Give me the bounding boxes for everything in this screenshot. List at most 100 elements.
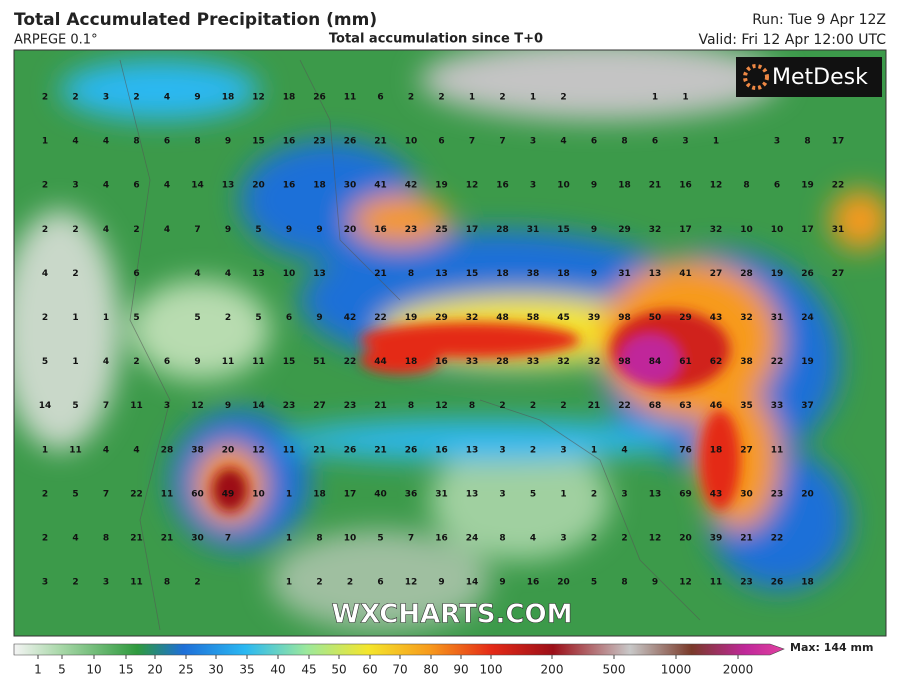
precip-value: 98 — [618, 313, 631, 323]
precip-value: 7 — [194, 225, 200, 235]
precip-value: 76 — [679, 445, 692, 455]
watermark: WXCHARTS.COM — [331, 600, 572, 630]
colorbar-label: 40 — [270, 663, 285, 677]
precip-value: 3 — [560, 445, 566, 455]
precip-value: 33 — [771, 401, 784, 411]
valid: Valid: Fri 12 Apr 12:00 UTC — [698, 32, 886, 48]
precip-value: 15 — [466, 269, 479, 279]
precip-value: 3 — [72, 181, 78, 191]
precip-value: 1 — [72, 313, 78, 323]
precip-value: 1 — [42, 137, 48, 147]
precip-value: 9 — [591, 181, 597, 191]
precip-value: 32 — [649, 225, 662, 235]
precip-value: 16 — [374, 225, 387, 235]
precip-value: 2 — [42, 225, 48, 235]
precip-value: 30 — [344, 181, 357, 191]
precip-value: 6 — [652, 137, 658, 147]
precip-value: 3 — [499, 489, 505, 499]
precip-value: 5 — [591, 578, 597, 588]
precip-value: 10 — [405, 137, 418, 147]
precip-value: 44 — [374, 357, 387, 367]
precip-value: 21 — [374, 137, 387, 147]
precip-value: 45 — [557, 313, 570, 323]
precip-value: 18 — [618, 181, 631, 191]
precip-value: 18 — [313, 181, 326, 191]
precip-value: 20 — [222, 445, 235, 455]
precip-value: 11 — [161, 489, 174, 499]
precip-value: 3 — [164, 401, 170, 411]
precip-value: 7 — [499, 137, 505, 147]
precip-value: 12 — [466, 181, 479, 191]
precip-value: 2 — [560, 401, 566, 411]
precip-value: 2 — [42, 534, 48, 544]
precip-value: 6 — [133, 181, 139, 191]
precip-value: 9 — [591, 225, 597, 235]
precip-value: 7 — [225, 534, 231, 544]
precip-value: 9 — [316, 313, 322, 323]
colorbar-label: 200 — [541, 663, 564, 677]
precip-value: 49 — [222, 489, 235, 499]
precip-value: 13 — [313, 269, 326, 279]
precip-value: 3 — [499, 445, 505, 455]
precip-value: 21 — [313, 445, 326, 455]
precip-value: 8 — [133, 137, 139, 147]
precip-value: 5 — [72, 401, 78, 411]
precip-value: 17 — [801, 225, 814, 235]
colorbar-label: 25 — [178, 663, 193, 677]
precip-value: 12 — [191, 401, 204, 411]
precip-value: 13 — [649, 489, 662, 499]
precip-value: 2 — [621, 534, 627, 544]
precip-value: 22 — [771, 534, 784, 544]
precip-value: 8 — [743, 181, 749, 191]
precip-value: 3 — [103, 578, 109, 588]
precip-value: 22 — [374, 313, 387, 323]
precip-value: 4 — [164, 225, 170, 235]
precip-value: 12 — [252, 445, 265, 455]
precip-value: 10 — [252, 489, 265, 499]
precip-value: 19 — [771, 269, 784, 279]
precip-value: 2 — [530, 401, 536, 411]
precip-value: 58 — [527, 313, 540, 323]
colorbar — [13, 643, 785, 656]
precip-value: 8 — [804, 137, 810, 147]
precip-value: 16 — [283, 137, 296, 147]
precip-value: 25 — [435, 225, 448, 235]
precip-value: 4 — [194, 269, 200, 279]
precip-value: 43 — [710, 489, 723, 499]
precip-value: 1 — [560, 489, 566, 499]
precip-value: 1 — [469, 93, 475, 103]
precip-value: 26 — [344, 137, 357, 147]
precip-value: 2 — [560, 93, 566, 103]
precip-value: 23 — [344, 401, 357, 411]
precip-value: 22 — [771, 357, 784, 367]
precip-value: 5 — [194, 313, 200, 323]
precip-value: 12 — [710, 181, 723, 191]
precip-value: 5 — [133, 313, 139, 323]
precip-value: 38 — [191, 445, 204, 455]
precip-value: 8 — [499, 534, 505, 544]
precip-value: 13 — [222, 181, 235, 191]
precip-value: 5 — [255, 225, 261, 235]
precip-value: 2 — [72, 269, 78, 279]
precip-value: 13 — [649, 269, 662, 279]
precip-value: 51 — [313, 357, 326, 367]
precip-value: 14 — [39, 401, 52, 411]
value-grid: 2 2 3 2 4 9 18 12 18 26 11 6 2 2 1 2 1 2 1 11 4 4 8 6 8 9 15 16 23 26… — [39, 93, 845, 588]
precip-value: 21 — [374, 269, 387, 279]
precip-value: 7 — [408, 534, 414, 544]
precip-value: 8 — [621, 578, 627, 588]
precip-value: 1 — [682, 93, 688, 103]
precip-value: 22 — [832, 181, 845, 191]
precip-value: 4 — [164, 93, 170, 103]
precip-value: 2 — [194, 578, 200, 588]
precip-value: 2 — [591, 534, 597, 544]
precip-value: 31 — [771, 313, 784, 323]
precip-value: 30 — [740, 489, 753, 499]
precip-value: 28 — [740, 269, 753, 279]
precip-value: 11 — [710, 578, 723, 588]
logo-box — [736, 57, 882, 97]
precip-value: 21 — [161, 534, 174, 544]
precip-value: 20 — [252, 181, 265, 191]
precip-value: 32 — [466, 313, 479, 323]
precip-value: 2 — [72, 578, 78, 588]
